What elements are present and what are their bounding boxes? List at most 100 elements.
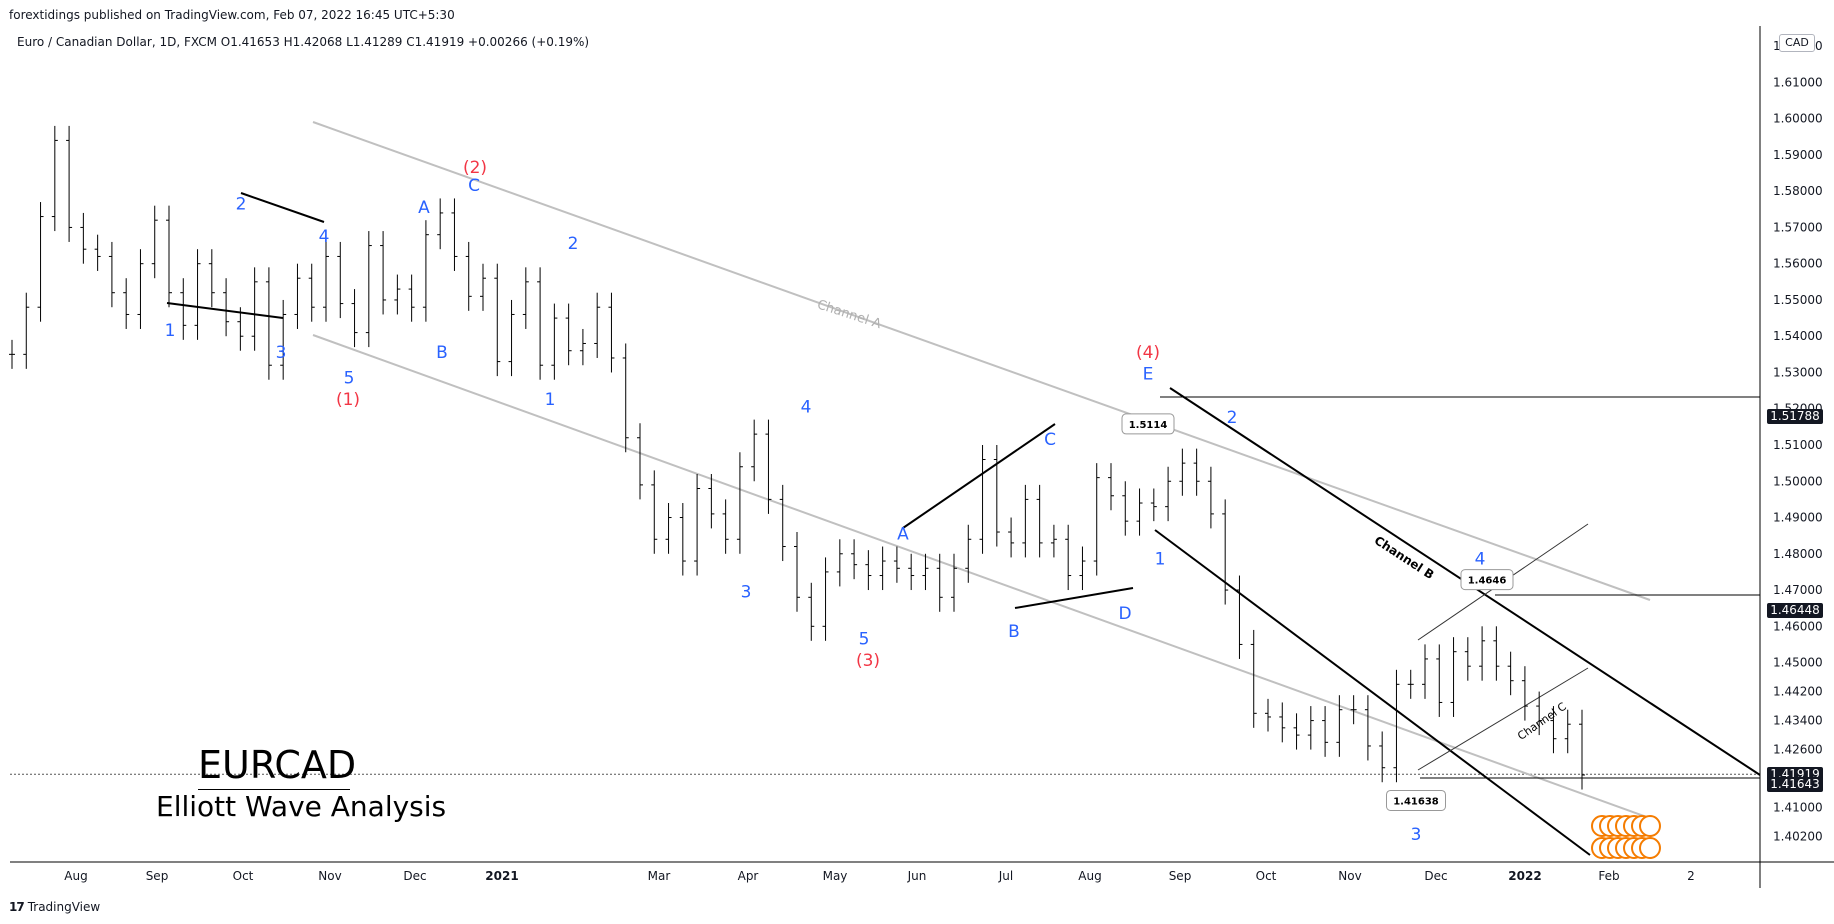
wave-label: A bbox=[418, 198, 430, 218]
y-tick-label: 1.43400 bbox=[1773, 714, 1823, 728]
x-tick-label: 2022 bbox=[1508, 869, 1541, 883]
x-tick-label: May bbox=[823, 869, 848, 883]
x-tick-label: Jul bbox=[998, 869, 1013, 883]
wave-label: 3 bbox=[1411, 825, 1422, 845]
y-tick-label: 1.57000 bbox=[1773, 220, 1823, 234]
footer-logo[interactable]: 17 TradingView bbox=[9, 900, 100, 914]
y-tick-label: 1.55000 bbox=[1773, 293, 1823, 307]
tradingview-logo-icon: 17 bbox=[9, 900, 25, 914]
wave-label: 2 bbox=[1227, 408, 1238, 428]
wave-label: 1 bbox=[545, 390, 556, 410]
publisher-line: forextidings published on TradingView.co… bbox=[9, 8, 455, 22]
x-tick-label: Apr bbox=[738, 869, 759, 883]
wave-label: B bbox=[436, 343, 448, 363]
pattern-line bbox=[902, 423, 1056, 529]
y-tick-label: 1.42600 bbox=[1773, 743, 1823, 757]
wave-label: 3 bbox=[276, 343, 287, 363]
wave-label: Channel C bbox=[1515, 700, 1569, 743]
channel-a-line bbox=[312, 334, 1656, 821]
wave-label: 1 bbox=[165, 321, 176, 341]
wave-label: 2 bbox=[568, 234, 579, 254]
y-tick-label: 1.53000 bbox=[1773, 365, 1823, 379]
y-tick-label: 1.56000 bbox=[1773, 257, 1823, 271]
event-icon[interactable] bbox=[1639, 815, 1661, 837]
channel-lines bbox=[166, 121, 1761, 856]
pattern-line bbox=[166, 302, 284, 319]
x-tick-label: Sep bbox=[146, 869, 169, 883]
channel-a-line bbox=[312, 121, 1651, 601]
wave-label: A bbox=[897, 524, 909, 544]
y-tick-label: 1.47000 bbox=[1773, 583, 1823, 597]
wave-label: 4 bbox=[1475, 550, 1486, 570]
pattern-line bbox=[1014, 587, 1134, 609]
price-label-box bbox=[1460, 569, 1514, 591]
wave-label: C bbox=[468, 176, 480, 196]
x-tick-label: Nov bbox=[1338, 869, 1361, 883]
currency-selector[interactable]: CAD bbox=[1779, 34, 1815, 52]
wave-label: 1 bbox=[1155, 550, 1166, 570]
wave-labels: 24135(1)AB(2)C21435(3)ACBD(4)E21435Chann… bbox=[165, 158, 1661, 859]
wave-label: 4 bbox=[319, 227, 330, 247]
ohlc-bars bbox=[9, 125, 1585, 790]
wave-label: D bbox=[1118, 604, 1131, 624]
x-tick-label: 2 bbox=[1687, 869, 1695, 883]
wave-label: 5 bbox=[859, 629, 870, 649]
price-label-box bbox=[1121, 413, 1175, 435]
y-tick-label: 1.49000 bbox=[1773, 511, 1823, 525]
y-tick-label: 1.45000 bbox=[1773, 656, 1823, 670]
y-tick-label: 1.61000 bbox=[1773, 75, 1823, 89]
x-tick-label: Aug bbox=[1078, 869, 1101, 883]
x-tick-label: Mar bbox=[648, 869, 671, 883]
x-tick-label: Sep bbox=[1169, 869, 1192, 883]
x-tick-label: Dec bbox=[1424, 869, 1447, 883]
y-tick-label: 1.48000 bbox=[1773, 547, 1823, 561]
price-badge: 1.46448 bbox=[1767, 603, 1823, 619]
wave-label: 4 bbox=[801, 397, 812, 417]
wave-label: E bbox=[1143, 365, 1154, 385]
x-tick-label: 2021 bbox=[485, 869, 518, 883]
footer-brand: TradingView bbox=[27, 900, 101, 914]
wave-label: C bbox=[1044, 430, 1056, 450]
brand-subtitle: Elliott Wave Analysis bbox=[156, 790, 447, 823]
chart-frame bbox=[10, 26, 1834, 888]
price-label-box bbox=[1386, 789, 1446, 811]
x-tick-label: Feb bbox=[1598, 869, 1619, 883]
y-tick-label: 1.59000 bbox=[1773, 148, 1823, 162]
y-tick-label: 1.44200 bbox=[1773, 685, 1823, 699]
x-tick-label: Oct bbox=[233, 869, 254, 883]
wave-label: (1) bbox=[336, 390, 360, 410]
wave-label: (2) bbox=[463, 158, 487, 178]
wave-label: B bbox=[1008, 622, 1020, 642]
pattern-line bbox=[240, 192, 325, 223]
y-tick-label: 1.51000 bbox=[1773, 438, 1823, 452]
y-tick-label: 1.41000 bbox=[1773, 801, 1823, 815]
channel-c-line bbox=[1417, 667, 1589, 771]
wave-label: 3 bbox=[741, 582, 752, 602]
brand-title: EURCAD bbox=[198, 743, 357, 787]
price-label: 1.5114 bbox=[1129, 420, 1168, 431]
x-tick-label: Dec bbox=[403, 869, 426, 883]
price-badge: 1.51788 bbox=[1767, 409, 1823, 425]
brand-underline bbox=[198, 789, 350, 790]
x-tick-label: Jun bbox=[907, 869, 927, 883]
price-badge: 1.41643 bbox=[1767, 777, 1823, 793]
x-tick-label: Nov bbox=[318, 869, 341, 883]
event-icon[interactable] bbox=[1639, 837, 1661, 859]
y-tick-label: 1.58000 bbox=[1773, 184, 1823, 198]
x-tick-label: Aug bbox=[64, 869, 87, 883]
wave-label: 5 bbox=[344, 368, 355, 388]
wave-label: (4) bbox=[1136, 343, 1160, 363]
price-label: 1.41638 bbox=[1393, 796, 1439, 807]
axes: Euro / Canadian Dollar, 1D, FXCM O1.4165… bbox=[17, 35, 1823, 883]
y-tick-label: 1.40200 bbox=[1773, 830, 1823, 844]
wave-label: Channel A bbox=[815, 297, 883, 332]
wave-label: 2 bbox=[236, 194, 247, 214]
price-label: 1.4646 bbox=[1468, 576, 1507, 587]
symbol-header: Euro / Canadian Dollar, 1D, FXCM O1.4165… bbox=[17, 35, 589, 49]
channel-b-line bbox=[1154, 529, 1591, 856]
y-tick-label: 1.54000 bbox=[1773, 329, 1823, 343]
y-tick-label: 1.46000 bbox=[1773, 619, 1823, 633]
wave-label: (3) bbox=[856, 651, 880, 671]
y-tick-label: 1.50000 bbox=[1773, 474, 1823, 488]
